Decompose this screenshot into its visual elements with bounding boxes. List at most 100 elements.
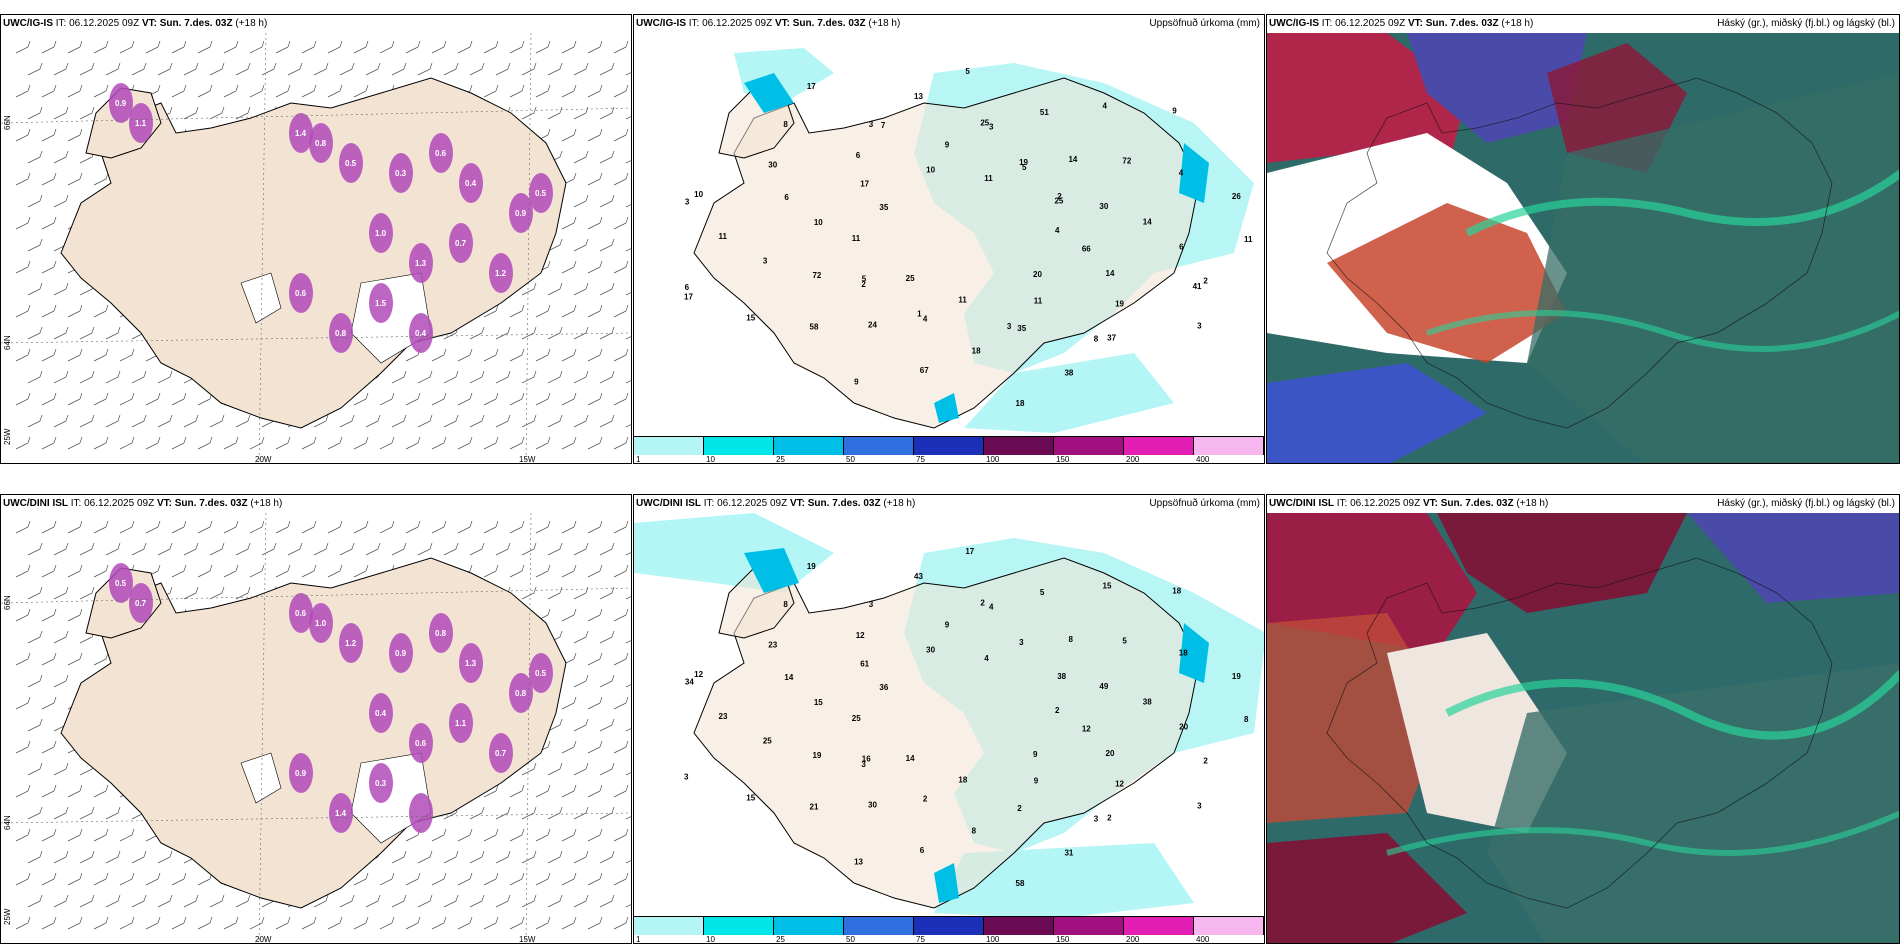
wind-barb-icon <box>119 872 135 886</box>
panel-header: UWC/IG-IS IT: 06.12.2025 09Z VT: Sun. 7.… <box>636 18 901 29</box>
precip-value: 6 <box>856 151 861 160</box>
colorbar-segment <box>634 917 704 935</box>
icing-area <box>369 763 393 803</box>
wind-barb-icon <box>327 520 343 534</box>
wind-barb-icon <box>15 564 31 578</box>
wind-barb-icon <box>67 784 83 798</box>
colorbar-tick-label: 400 <box>1196 935 1210 944</box>
precip-value: 11 <box>958 296 967 305</box>
wind-barb-icon <box>509 84 525 98</box>
wind-barb-icon <box>339 894 355 908</box>
wind-barb-icon <box>27 106 43 120</box>
colorbar-tick-label: 75 <box>916 455 925 464</box>
icing-area <box>449 703 473 743</box>
wind-barb-icon <box>573 718 589 732</box>
precip-value: 3 <box>1197 802 1202 811</box>
wind-barb-icon <box>235 586 251 600</box>
precip-value: 8 <box>1094 335 1099 344</box>
wind-barb-icon <box>613 84 629 98</box>
wind-barb-icon <box>599 238 615 252</box>
wind-barb-icon <box>79 850 95 864</box>
precip-value: 17 <box>807 82 816 91</box>
icing-area <box>129 583 153 623</box>
colorbar-tick-label: 200 <box>1126 455 1140 464</box>
precip-map: 4225373243217193530262591911911661511116… <box>684 48 1254 433</box>
wind-barb-icon <box>235 894 251 908</box>
icing-value: 0.6 <box>295 289 307 298</box>
wind-barb-icon <box>509 784 525 798</box>
precip-value: 4 <box>1055 226 1060 235</box>
wind-barb-icon <box>469 414 485 428</box>
wind-barb-icon <box>53 414 69 428</box>
wind-barb-icon <box>209 894 225 908</box>
wind-barb-icon <box>41 128 57 142</box>
wind-barb-icon <box>587 436 603 450</box>
icing-area <box>369 693 393 733</box>
wind-barb-icon <box>573 542 589 556</box>
icing-value: 0.6 <box>435 149 447 158</box>
wind-barb-icon <box>443 542 459 556</box>
wind-barb-icon <box>119 348 135 362</box>
icing-areas: 0.5 0.7 0.6 1.0 1.2 0.9 0.8 1.3 0.4 0.6 1.1 0.7 0.8 0… <box>109 563 553 833</box>
wind-barb-icon <box>599 630 615 644</box>
wind-barb-icon <box>431 828 447 842</box>
wind-barb-icon <box>223 916 239 930</box>
precip-value: 21 <box>810 802 819 811</box>
wind-barb-icon <box>67 348 83 362</box>
wind-barb-icon <box>625 552 631 556</box>
precip-value: 2 <box>923 794 928 803</box>
wind-barb-icon <box>521 850 537 864</box>
precip-value: 2 <box>861 280 866 289</box>
precip-value: 6 <box>784 193 789 202</box>
wind-barb-icon <box>587 40 603 54</box>
wind-barb-icon <box>53 194 69 208</box>
wind-barb-icon <box>391 414 407 428</box>
precip-value: 12 <box>694 670 703 679</box>
wind-barb-icon <box>535 916 551 930</box>
icing-area <box>369 213 393 253</box>
wind-barb-icon <box>587 84 603 98</box>
icing-area <box>329 313 353 353</box>
wind-barb-icon <box>67 828 83 842</box>
wind-barb-icon <box>431 520 447 534</box>
wind-barb-icon <box>417 414 433 428</box>
icing-area <box>529 653 553 693</box>
precip-core <box>1179 623 1209 683</box>
wind-barb-icon <box>379 40 395 54</box>
wind-barb-icon <box>119 828 135 842</box>
wind-barb-icon <box>625 596 631 600</box>
wind-barb-icon <box>625 160 631 164</box>
precip-value: 12 <box>1082 725 1091 734</box>
icing-value: 1.0 <box>315 619 327 628</box>
wind-barb-icon <box>535 784 551 798</box>
precip-value: 15 <box>746 793 755 802</box>
wind-barb-icon <box>27 282 43 296</box>
wind-barb-icon <box>27 850 43 864</box>
icing-value: 0.5 <box>535 669 547 678</box>
colorbar-segment <box>774 917 844 935</box>
colorbar-tick-label: 1 <box>636 455 641 464</box>
icing-value: 0.8 <box>315 139 327 148</box>
wind-barb-icon <box>469 326 485 340</box>
lat-label-25w: 25W <box>3 428 12 445</box>
wind-barb-icon <box>105 370 121 384</box>
precip-value: 2 <box>1203 276 1208 285</box>
precip-value: 3 <box>1019 638 1024 647</box>
wind-barb-icon <box>145 392 161 406</box>
wind-barb-icon <box>67 872 83 886</box>
wind-barb-icon <box>67 392 83 406</box>
wind-barb-icon <box>79 62 95 76</box>
icing-area <box>529 173 553 213</box>
wind-barb-icon <box>79 370 95 384</box>
wind-barb-icon <box>145 40 161 54</box>
precip-core <box>744 548 799 593</box>
wind-barb-icon <box>417 370 433 384</box>
colorbar-tick-label: 10 <box>706 935 715 944</box>
wind-barb-icon <box>15 740 31 754</box>
wind-barb-icon <box>171 564 187 578</box>
precip-value: 13 <box>854 858 863 867</box>
precip-value: 9 <box>1172 106 1177 115</box>
wind-barb-icon <box>67 520 83 534</box>
wind-barb-icon <box>573 586 589 600</box>
precip-value: 9 <box>945 620 950 629</box>
